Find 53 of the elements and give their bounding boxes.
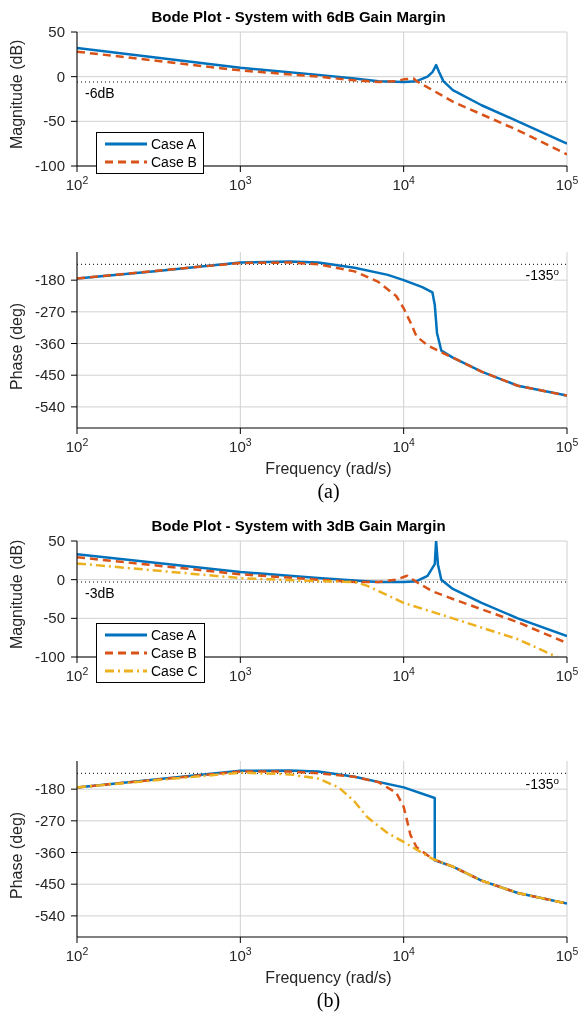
y-axis-title: Magnitude (dB) bbox=[7, 39, 25, 149]
x-tick-label: 10$^{5}$ bbox=[555, 436, 579, 455]
y-tick-label: -270 bbox=[34, 811, 65, 829]
y-tick-label: -270 bbox=[34, 302, 65, 320]
x-axis-title: Frequency (rad/s) bbox=[264, 460, 393, 478]
legend-label: Case B bbox=[151, 153, 197, 171]
x-tick-label: 10$^{2}$ bbox=[65, 436, 89, 455]
x-tick-label: 10$^{5}$ bbox=[555, 665, 579, 684]
x-tick-label: 10$^{4}$ bbox=[392, 436, 416, 455]
y-tick-label: 0 bbox=[56, 570, 65, 588]
y-tick-label: -100 bbox=[34, 648, 65, 665]
legend-label: Case A bbox=[151, 135, 197, 153]
x-tick-label: 10$^{4}$ bbox=[392, 174, 416, 193]
y-tick-label: -540 bbox=[34, 906, 65, 924]
legend-label: Case A bbox=[151, 626, 197, 644]
y-tick-label: 0 bbox=[56, 67, 65, 85]
y-tick-label: 50 bbox=[48, 532, 65, 549]
legend-label: Case B bbox=[151, 644, 197, 662]
ref-line-label: -3dB bbox=[85, 584, 115, 601]
y-tick-label: -50 bbox=[43, 112, 65, 130]
y-tick-label: -450 bbox=[34, 875, 65, 893]
chart-title: Bode Plot - System with 3dB Gain Margin bbox=[151, 517, 446, 534]
legend-label: Case C bbox=[151, 662, 198, 680]
x-tick-label: 10$^{2}$ bbox=[65, 174, 89, 193]
y-axis-title: Magnitude (dB) bbox=[7, 539, 25, 649]
x-tick-label: 10$^{3}$ bbox=[229, 945, 252, 964]
x-axis-title: Frequency (rad/s) bbox=[264, 969, 393, 987]
y-tick-label: -180 bbox=[34, 780, 65, 798]
y-tick-label: -180 bbox=[34, 271, 65, 289]
x-tick-label: 10$^{3}$ bbox=[229, 436, 252, 455]
y-tick-label: -450 bbox=[34, 366, 65, 384]
x-tick-label: 10$^{3}$ bbox=[229, 174, 252, 193]
x-tick-label: 10$^{3}$ bbox=[229, 665, 252, 684]
chart-title: Bode Plot - System with 6dB Gain Margin bbox=[151, 8, 446, 25]
x-tick-label: 10$^{4}$ bbox=[392, 665, 416, 684]
ref-line-label: -6dB bbox=[85, 85, 115, 102]
y-tick-label: -360 bbox=[34, 334, 65, 352]
x-tick-label: 10$^{2}$ bbox=[65, 665, 89, 684]
y-tick-label: 50 bbox=[48, 23, 65, 40]
x-tick-label: 10$^{2}$ bbox=[65, 945, 89, 964]
x-tick-label: 10$^{5}$ bbox=[555, 174, 579, 193]
y-axis-title: Phase (deg) bbox=[7, 811, 25, 899]
y-axis-title: Phase (deg) bbox=[7, 302, 25, 390]
y-tick-label: -100 bbox=[34, 157, 65, 174]
text: (a) bbox=[316, 480, 341, 503]
x-tick-label: 10$^{5}$ bbox=[555, 945, 579, 964]
ref-line-label: -135$^{o}$ bbox=[525, 774, 560, 793]
y-tick-label: -540 bbox=[34, 397, 65, 415]
text: (b) bbox=[315, 989, 342, 1012]
ref-line-label: -135$^{o}$ bbox=[525, 265, 560, 284]
y-tick-label: -50 bbox=[43, 609, 65, 627]
x-tick-label: 10$^{4}$ bbox=[392, 945, 416, 964]
y-tick-label: -360 bbox=[34, 843, 65, 861]
